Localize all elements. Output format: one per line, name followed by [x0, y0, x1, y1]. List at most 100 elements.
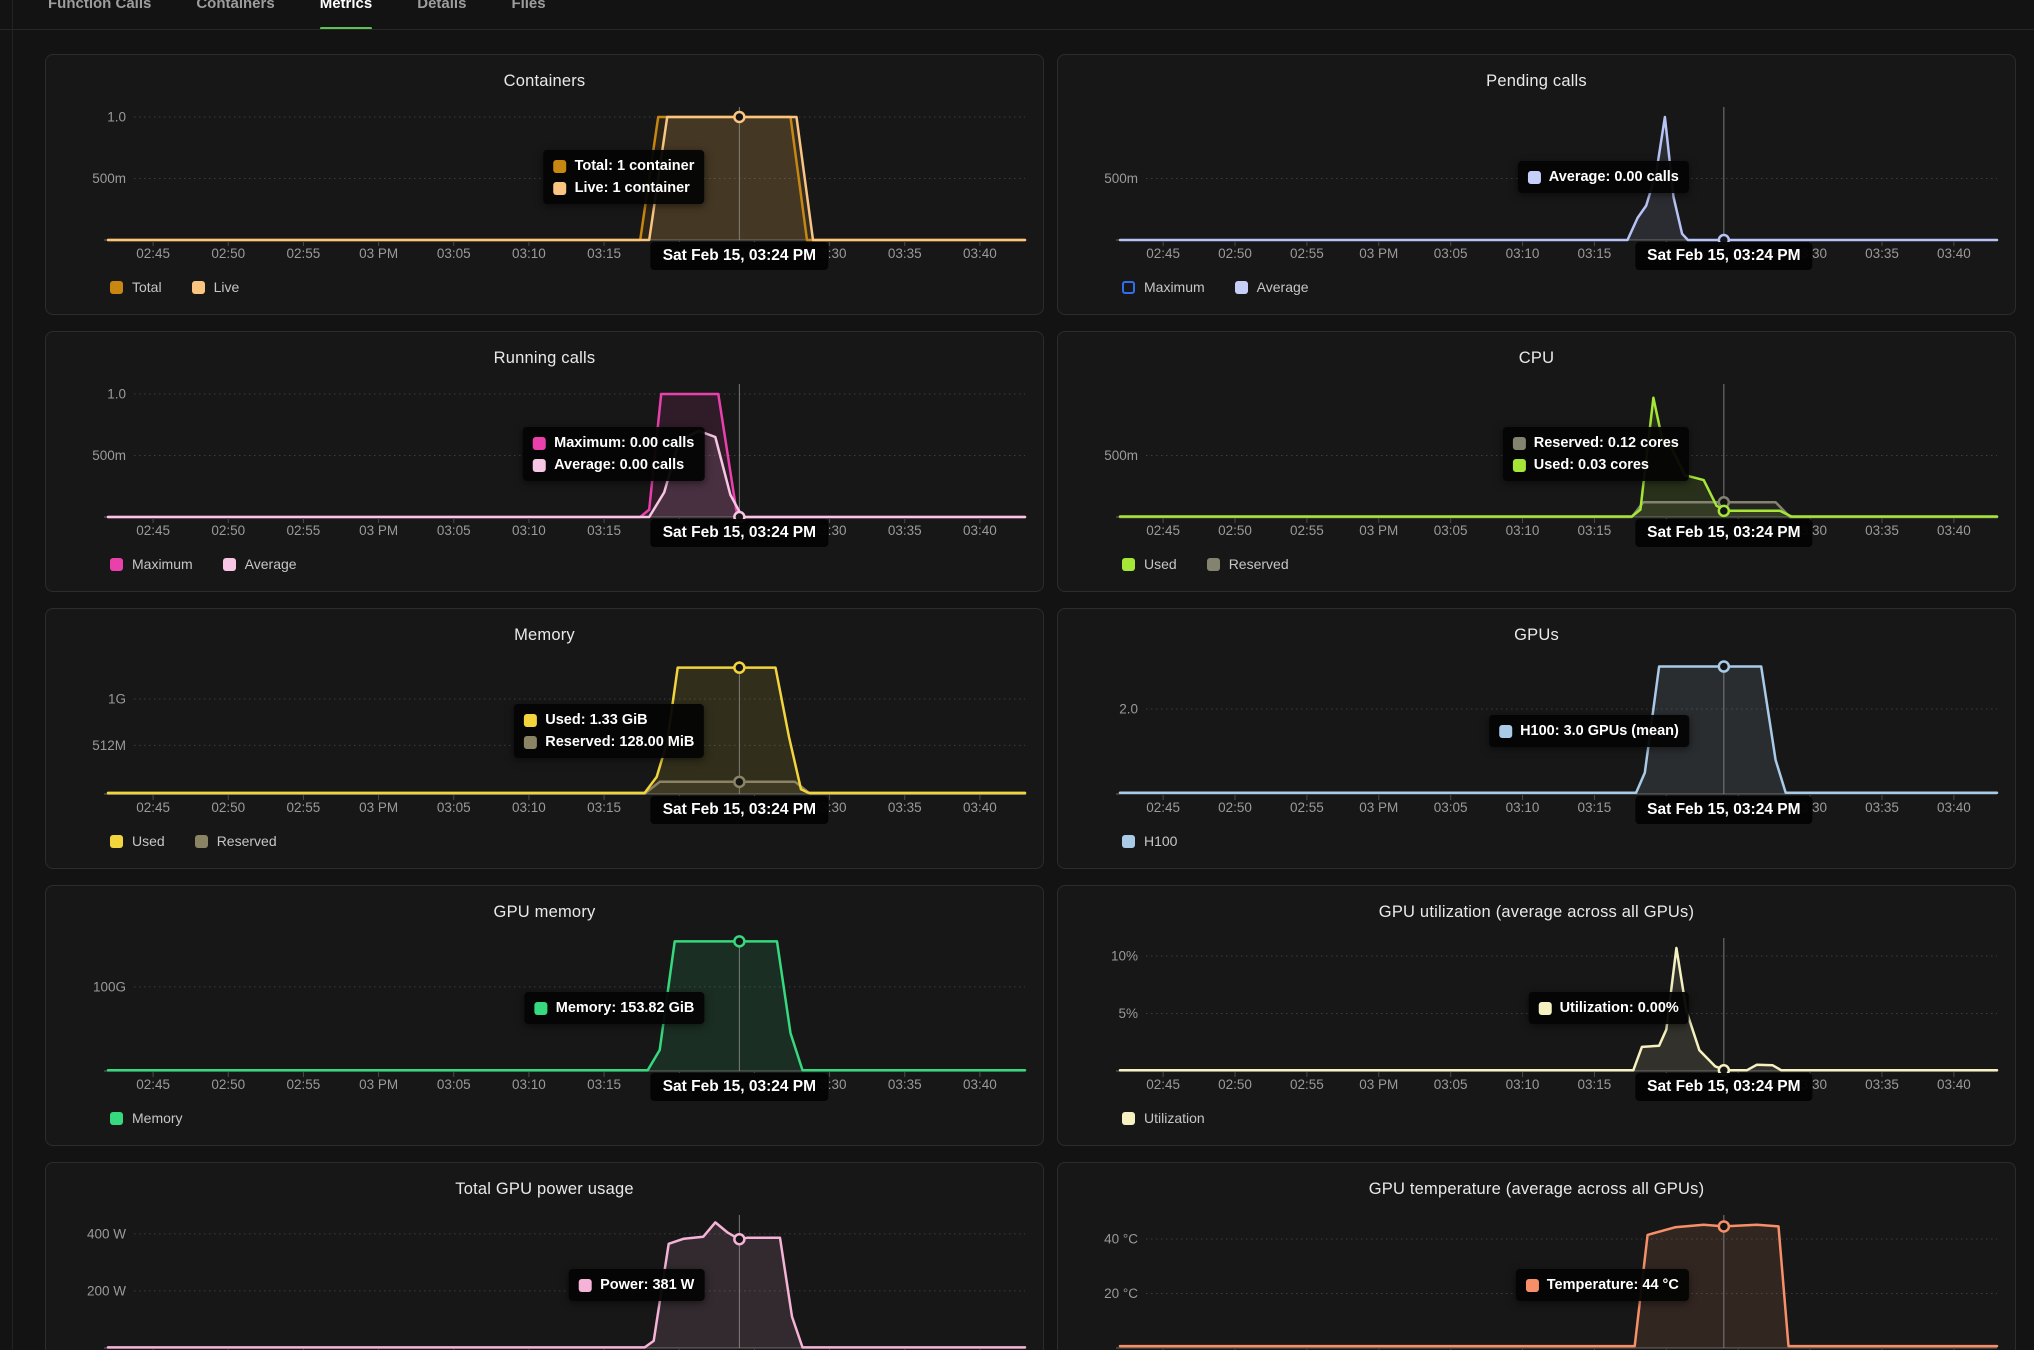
legend-label: Used — [1144, 556, 1177, 572]
tooltip-value-text: Total: 1 container — [574, 158, 695, 174]
chart-plot-gpu-memory[interactable]: 100G 02:45 02:50 02:55 03 PM 03:05 03:10 03:15 0… — [46, 886, 1044, 1096]
tooltip-row: Average: 0.00 calls — [1527, 169, 1679, 185]
x-axis-label: 03 PM — [1359, 246, 1398, 261]
series-swatch-icon — [1525, 1278, 1539, 1292]
legend-item-live[interactable]: Live — [191, 279, 240, 295]
hover-marker — [1717, 1220, 1731, 1233]
legend-label: Live — [213, 279, 240, 295]
x-axis-label: 03:05 — [437, 523, 471, 538]
legend-item-memory[interactable]: Memory — [110, 1110, 183, 1126]
legend-swatch-icon — [110, 1111, 123, 1125]
legend-item-average[interactable]: Average — [222, 556, 297, 572]
chart-panel-pending-calls: Pending calls 500m 02:45 02:50 02:55 03 PM 03:… — [1057, 54, 2016, 315]
x-axis-label: 03:05 — [437, 1077, 471, 1092]
x-axis-label: 03:10 — [512, 800, 546, 815]
tooltip-value-text: Live: 1 container — [574, 180, 690, 196]
x-axis-label: 02:55 — [1290, 1077, 1324, 1092]
series-area-reserved — [1120, 502, 1997, 517]
chart-title-gpu-temperature: GPU temperature (average across all GPUs… — [1368, 1180, 1705, 1198]
x-axis-label: 02:55 — [1290, 523, 1324, 538]
x-axis-label: 03:35 — [1865, 246, 1899, 261]
x-axis-label: 03:10 — [512, 1077, 546, 1092]
legend-item-utilization[interactable]: Utilization — [1122, 1110, 1205, 1126]
legend-item-total[interactable]: Total — [110, 279, 162, 295]
chart-plot-gpus[interactable]: 2.0 02:45 02:50 02:55 03 PM 03:05 03:10 03:15 03… — [1058, 609, 2016, 819]
series-swatch-icon — [1512, 436, 1526, 450]
x-axis-label: 03 PM — [1359, 1077, 1398, 1092]
chart-panel-containers: Containers 1.0 500m 02:45 02:50 02:55 03 PM 03:… — [45, 54, 1044, 315]
series-swatch-icon — [553, 159, 567, 173]
chart-plot-gpu-utilization[interactable]: 10% 5% 02:45 02:50 02:55 03 PM 03:05 03:10 03:15… — [1058, 886, 2016, 1096]
x-axis-label: 02:45 — [1146, 800, 1180, 815]
x-axis-label: 02:50 — [211, 800, 245, 815]
chart-legend: Maximum Average — [110, 556, 297, 572]
chart-panel-gpus: GPUs 2.0 02:45 02:50 02:55 03 PM 03:05 03:10 03:… — [1057, 608, 2016, 869]
tooltip-value-text: Reserved: 128.00 MiB — [545, 734, 695, 750]
tab-bar: Function Calls Containers Metrics Details Fi… — [0, 0, 2034, 30]
x-axis-label: 02:55 — [287, 1077, 321, 1092]
tooltip-row: Reserved: 128.00 MiB — [524, 734, 694, 750]
x-axis-label: 02:50 — [211, 1077, 245, 1092]
legend-item-average[interactable]: Average — [1234, 279, 1309, 295]
x-axis-label: 03 PM — [1359, 800, 1398, 815]
tab-function-calls[interactable]: Function Calls — [48, 0, 151, 29]
x-axis-label: 03:35 — [888, 1077, 922, 1092]
tab-label: Files — [511, 0, 546, 12]
legend-item-maximum[interactable]: Maximum — [110, 556, 193, 572]
series-swatch-icon — [1512, 458, 1526, 472]
x-axis-label: 03:15 — [587, 1077, 621, 1092]
legend-label: Memory — [132, 1110, 183, 1126]
x-axis-label: 02:50 — [1218, 246, 1252, 261]
legend-item-reserved[interactable]: Reserved — [1206, 556, 1289, 572]
chart-plot-containers[interactable]: 1.0 500m 02:45 02:50 02:55 03 PM 03:05 03:10 03:… — [46, 55, 1044, 265]
tooltip-value-text: Power: 381 W — [600, 1277, 695, 1293]
value-tooltip-cpu: Reserved: 0.12 cores Used: 0.03 cores — [1502, 427, 1689, 481]
x-axis-label: 02:50 — [211, 246, 245, 261]
legend-item-h100[interactable]: H100 — [1122, 833, 1177, 849]
legend-item-used[interactable]: Used — [110, 833, 165, 849]
chart-title-cpu: CPU — [1518, 349, 1555, 367]
series-swatch-icon — [533, 458, 547, 472]
value-tooltip-gpu-power: Power: 381 W — [569, 1269, 705, 1301]
tab-files[interactable]: Files — [511, 0, 546, 29]
legend-item-reserved[interactable]: Reserved — [194, 833, 277, 849]
series-line-average — [1118, 115, 1999, 242]
hover-marker — [733, 935, 746, 948]
x-axis-label: 02:55 — [287, 800, 321, 815]
x-axis-label: 03:35 — [888, 523, 922, 538]
legend-swatch-icon — [191, 280, 205, 294]
series-line-utilization — [1118, 946, 1999, 1072]
x-axis-label: 03:40 — [1937, 246, 1971, 261]
y-axis-label: 400 W — [87, 1226, 126, 1241]
y-axis-label: 1.0 — [107, 109, 126, 124]
hover-marker — [733, 775, 746, 789]
x-axis-label: 03:15 — [587, 800, 621, 815]
legend-label: Total — [132, 279, 162, 295]
x-axis-label: 03:10 — [512, 523, 546, 538]
x-axis-label: 03:05 — [437, 800, 471, 815]
legend-item-used[interactable]: Used — [1122, 556, 1177, 572]
legend-swatch-icon — [1122, 280, 1135, 294]
time-tooltip: Sat Feb 15, 03:24 PM — [1635, 796, 1813, 824]
x-axis-label: 03:05 — [1434, 523, 1468, 538]
series-line-memory — [106, 940, 1027, 1072]
tab-details[interactable]: Details — [417, 0, 466, 29]
chart-panel-gpu-temperature: GPU temperature (average across all GPUs… — [1057, 1162, 2016, 1350]
y-axis-label: 20 °C — [1104, 1286, 1138, 1301]
time-tooltip: Sat Feb 15, 03:24 PM — [650, 519, 829, 547]
legend-swatch-icon — [110, 834, 123, 848]
chart-panel-cpu: CPU 500m 02:45 02:50 02:55 03 PM 03:05 03:10 03:… — [1057, 331, 2016, 592]
x-axis-label: 03 PM — [359, 1077, 398, 1092]
legend-item-maximum[interactable]: Maximum — [1122, 279, 1205, 295]
chart-plot-pending-calls[interactable]: 500m 02:45 02:50 02:55 03 PM 03:05 03:10 03:15 0… — [1058, 55, 2016, 265]
y-axis-label: 10% — [1111, 949, 1138, 964]
y-axis-label: 1.0 — [107, 386, 126, 401]
tab-containers[interactable]: Containers — [196, 0, 274, 29]
x-axis-label: 02:50 — [211, 523, 245, 538]
tab-metrics[interactable]: Metrics — [319, 0, 372, 29]
time-tooltip: Sat Feb 15, 03:24 PM — [650, 242, 829, 270]
